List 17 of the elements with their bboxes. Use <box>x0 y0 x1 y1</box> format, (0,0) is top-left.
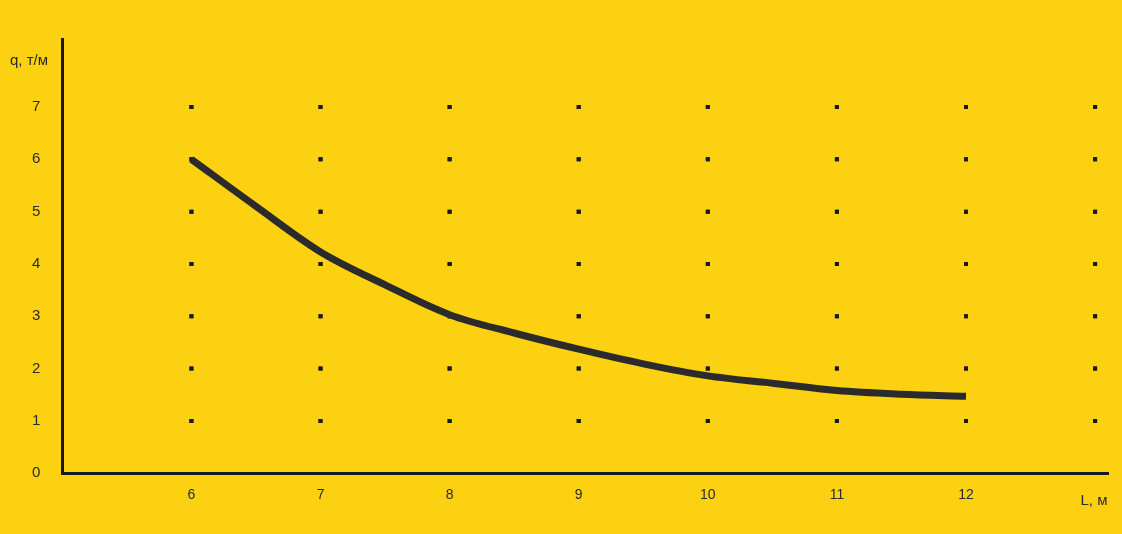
y-tick-label: 7 <box>32 97 41 115</box>
x-tick-label: 12 <box>958 486 974 503</box>
y-axis-title: q, т/м <box>10 51 49 69</box>
y-tick-label: 4 <box>32 254 41 272</box>
y-tick-label: 6 <box>32 149 41 167</box>
x-tick-label: 7 <box>316 486 325 503</box>
y-tick-label: 2 <box>32 358 41 376</box>
y-tick-label: 0 <box>32 463 41 481</box>
x-tick-label: 11 <box>829 486 845 503</box>
y-tick-label: 1 <box>32 411 41 429</box>
x-tick-label: 6 <box>187 486 196 503</box>
y-tick-label: 5 <box>32 201 41 219</box>
x-axis-title: L, м <box>1080 490 1108 508</box>
x-tick-label: 9 <box>574 486 583 503</box>
x-tick-label: 10 <box>700 486 716 503</box>
y-tick-label: 3 <box>32 306 41 324</box>
x-tick-label: 8 <box>445 486 454 503</box>
